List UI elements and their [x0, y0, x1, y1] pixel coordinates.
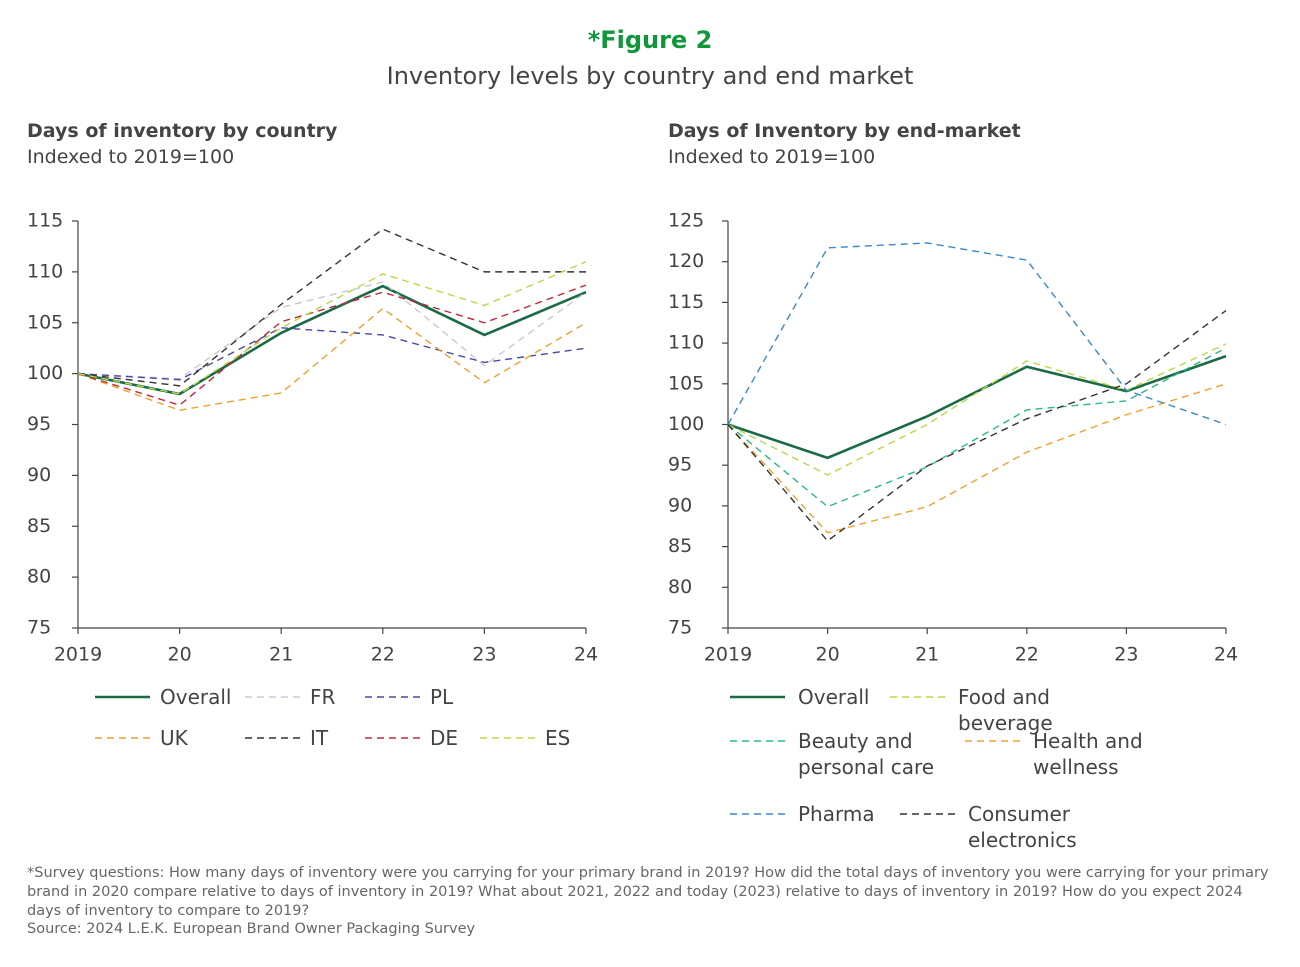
legend-label: PL: [430, 685, 454, 709]
legend-label: DE: [430, 726, 459, 750]
data-line: [77, 284, 587, 406]
y-tick-label: 115: [668, 291, 704, 313]
y-tick-label: 110: [27, 260, 63, 282]
source: Source: 2024 L.E.K. European Brand Owner…: [27, 921, 476, 937]
legend-label: FR: [310, 685, 336, 709]
figure-title: *Figure 2: [587, 26, 713, 54]
y-tick-label: 105: [27, 311, 63, 333]
legend-label: Consumer electronics: [968, 802, 1077, 852]
y-tick-label: 125: [668, 210, 704, 232]
y-tick-label: 80: [668, 576, 692, 598]
data-line: [77, 228, 586, 387]
x-tick-label: 23: [472, 644, 496, 666]
y-tick-label: 75: [668, 617, 692, 639]
y-tick-label: 90: [27, 464, 51, 486]
x-tick-label: 2019: [704, 644, 752, 666]
data-line: [77, 307, 587, 411]
x-tick-label: 20: [168, 644, 192, 666]
data-line: [727, 354, 1227, 460]
chart-subtitle: Indexed to 2019=100: [27, 146, 235, 168]
footnote: *Survey questions: How many days of inve…: [27, 865, 1269, 919]
chart-subtitle: Indexed to 2019=100: [668, 146, 876, 168]
y-tick-label: 95: [27, 413, 51, 435]
x-tick-label: 21: [915, 644, 939, 666]
y-tick-label: 85: [668, 535, 692, 557]
data-line: [727, 343, 1227, 476]
y-tick-label: 75: [27, 617, 51, 639]
x-tick-label: 23: [1114, 644, 1138, 666]
legend-label: Overall: [798, 685, 870, 709]
x-tick-label: 2019: [54, 644, 102, 666]
y-tick-label: 120: [668, 250, 704, 272]
y-tick-label: 100: [668, 413, 704, 435]
y-tick-label: 110: [668, 332, 704, 354]
x-tick-label: 22: [1015, 644, 1039, 666]
chart-title: Days of Inventory by end-market: [668, 120, 1021, 142]
y-tick-label: 80: [27, 566, 51, 588]
legend-label: Food and beverage: [958, 685, 1053, 735]
x-tick-label: 24: [574, 644, 598, 666]
y-tick-label: 105: [668, 372, 704, 394]
data-line: [727, 242, 1227, 426]
data-line: [727, 347, 1227, 508]
data-line: [77, 261, 587, 395]
chart-title: Days of inventory by country: [27, 120, 338, 142]
y-tick-label: 100: [27, 362, 63, 384]
figure-subtitle: Inventory levels by country and end mark…: [386, 62, 914, 90]
legend-label: ES: [545, 726, 571, 750]
legend-label: Health and wellness: [1033, 729, 1143, 779]
y-tick-label: 85: [27, 515, 51, 537]
x-tick-label: 22: [371, 644, 395, 666]
x-tick-label: 21: [269, 644, 293, 666]
x-tick-label: 24: [1214, 644, 1238, 666]
legend-label: UK: [160, 726, 188, 750]
y-tick-label: 90: [668, 494, 692, 516]
y-tick-label: 115: [27, 210, 63, 232]
legend-label: IT: [310, 726, 329, 750]
data-line: [77, 327, 587, 381]
data-line: [77, 281, 587, 380]
x-tick-label: 20: [816, 644, 840, 666]
data-line: [727, 383, 1227, 534]
y-tick-label: 95: [668, 454, 692, 476]
legend-label: Overall: [160, 685, 232, 709]
legend-label: Pharma: [798, 802, 875, 826]
legend-label: Beauty and personal care: [798, 729, 935, 779]
